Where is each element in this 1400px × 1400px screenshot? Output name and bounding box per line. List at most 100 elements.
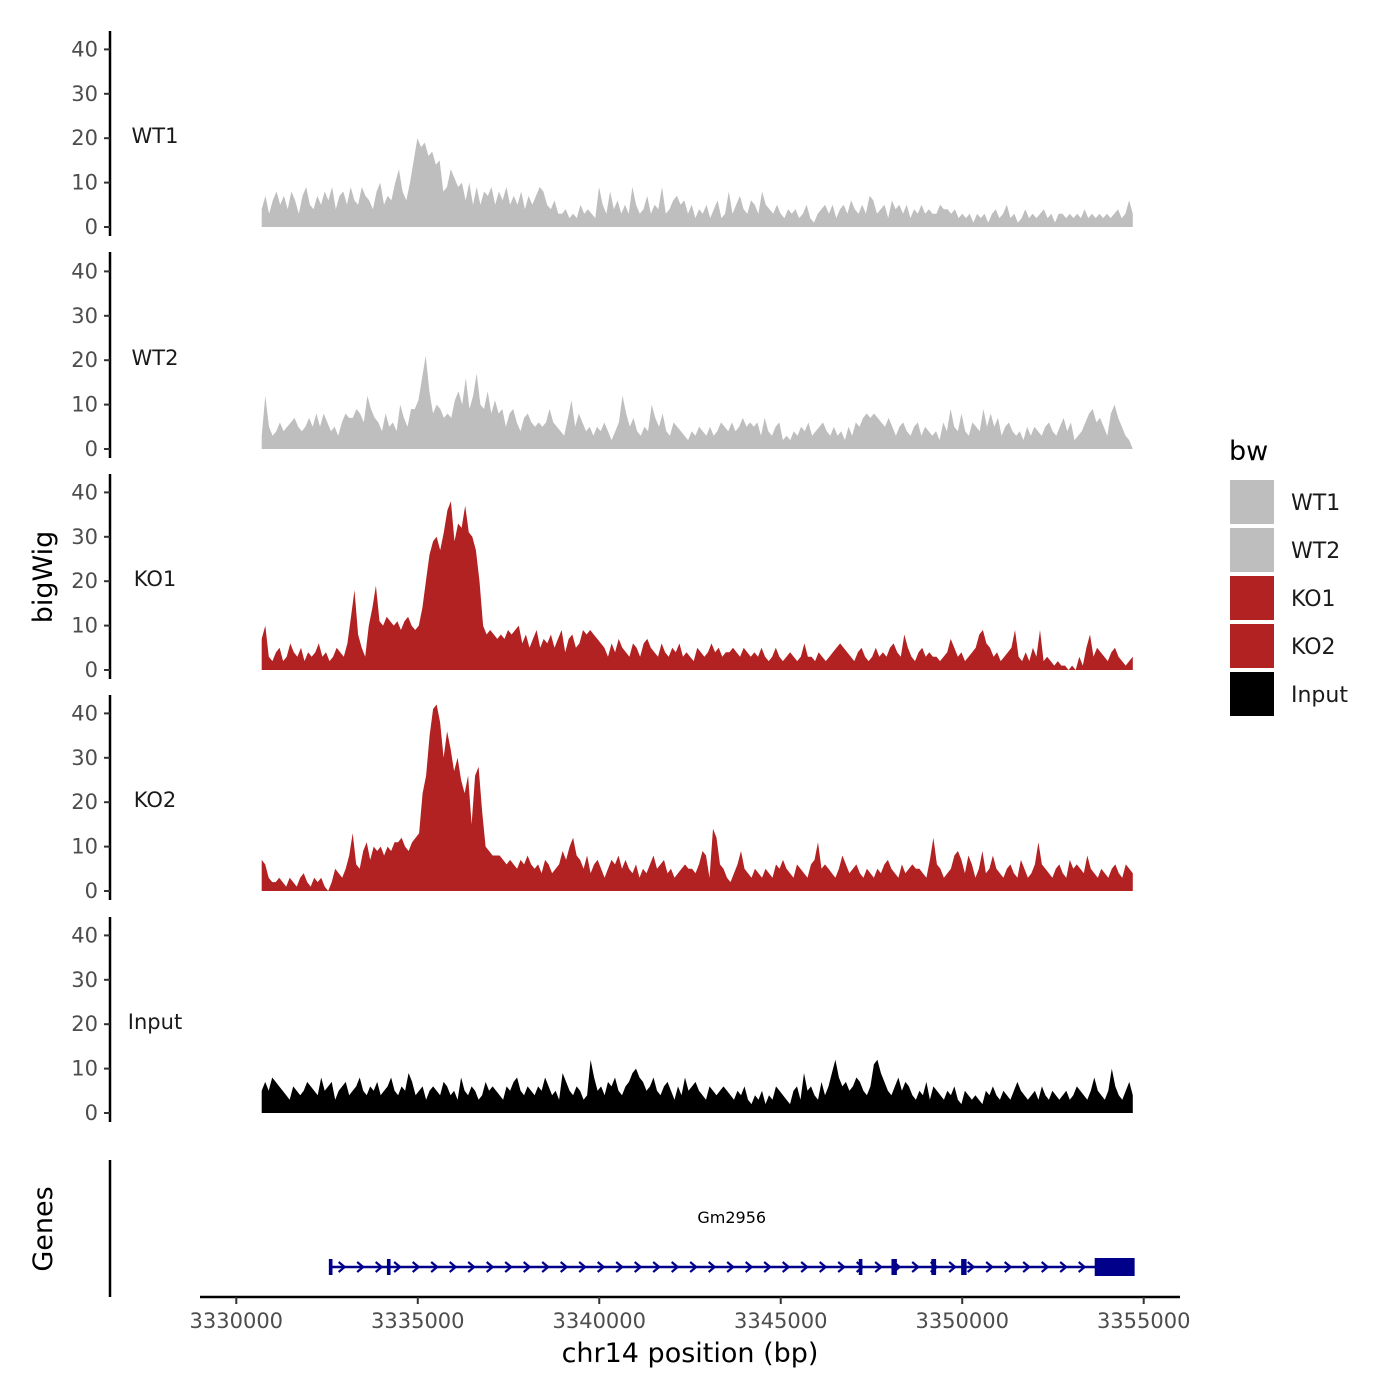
strand-arrow — [855, 1261, 865, 1273]
strand-arrow — [985, 1261, 994, 1273]
legend-item-input: Input — [1230, 672, 1348, 716]
y-tick-label: 0 — [85, 437, 98, 461]
y-tick-label: 40 — [71, 923, 98, 947]
strand-arrow — [726, 1261, 735, 1273]
gene-exon — [891, 1259, 897, 1275]
strand-arrow — [874, 1261, 883, 1273]
signal-area — [261, 138, 1133, 227]
strand-arrow — [504, 1261, 513, 1273]
y-tick-label: 10 — [71, 393, 98, 417]
strand-arrow — [781, 1261, 791, 1273]
legend-swatch — [1230, 480, 1274, 524]
track-label: KO1 — [134, 567, 177, 591]
legend-title: bw — [1229, 436, 1268, 467]
legend-label: KO1 — [1291, 587, 1336, 612]
gene-track: Gm2956 — [108, 1160, 1135, 1297]
y-axis-title: bigWig — [28, 531, 59, 624]
track-label: WT2 — [132, 346, 179, 370]
strand-arrow — [707, 1261, 717, 1273]
y-tick-label: 40 — [71, 480, 98, 504]
strand-arrow — [633, 1261, 643, 1273]
strand-arrow — [911, 1261, 920, 1273]
gene-exon — [961, 1259, 967, 1275]
strand-arrow — [800, 1261, 809, 1273]
y-tick-label: 10 — [71, 171, 98, 195]
strand-arrow — [818, 1261, 828, 1273]
strand-arrow — [374, 1261, 384, 1273]
legend-label: Input — [1291, 683, 1348, 708]
legend-label: WT1 — [1291, 491, 1340, 516]
gene-exon — [386, 1259, 391, 1275]
track-label: WT1 — [132, 124, 179, 148]
strand-arrow — [430, 1261, 439, 1273]
y-tick-label: 20 — [71, 1012, 98, 1036]
track-label: KO2 — [134, 788, 177, 812]
track-input: 0 10 20 30 40 Input — [71, 917, 1133, 1125]
y-tick-label: 20 — [71, 790, 98, 814]
track-label: Input — [128, 1010, 182, 1034]
x-axis: 3330000 3335000 3340000 3345000 3350000 33550… — [190, 1295, 1191, 1333]
y-tick-label: 20 — [71, 569, 98, 593]
legend-label: KO2 — [1291, 635, 1336, 660]
legend-label: WT2 — [1291, 539, 1340, 564]
x-tick-label: 3335000 — [371, 1309, 465, 1333]
strand-arrow — [467, 1261, 476, 1273]
y-tick-label: 0 — [85, 879, 98, 903]
x-axis-title: chr14 position (bp) — [562, 1338, 819, 1369]
y-tick-label: 30 — [71, 746, 98, 770]
legend-item-ko2: KO2 — [1230, 624, 1336, 668]
gene-name-label: Gm2956 — [697, 1208, 766, 1227]
y-tick-label: 30 — [71, 525, 98, 549]
legend: bw WT1 WT2 KO1 KO2 Input — [1229, 436, 1348, 716]
track-ko1: 0 10 20 30 40 KO1 — [71, 474, 1133, 682]
signal-area — [261, 355, 1133, 449]
track-wt2: 0 10 20 30 40 WT2 — [71, 252, 1133, 461]
strand-arrow — [448, 1261, 458, 1273]
x-tick-label: 3340000 — [552, 1309, 646, 1333]
strand-arrow — [337, 1261, 347, 1273]
x-tick-label: 3350000 — [915, 1309, 1009, 1333]
y-tick-label: 20 — [71, 126, 98, 150]
gene-exon — [1094, 1258, 1135, 1276]
legend-swatch — [1230, 528, 1274, 572]
genes-axis-title: Genes — [28, 1186, 59, 1271]
legend-item-wt1: WT1 — [1230, 480, 1340, 524]
strand-arrow — [652, 1261, 661, 1273]
y-tick-label: 0 — [85, 215, 98, 239]
strand-arrow — [1022, 1261, 1031, 1273]
strand-arrow — [837, 1261, 846, 1273]
strand-arrow — [689, 1261, 698, 1273]
y-tick-label: 40 — [71, 37, 98, 61]
strand-arrow — [1003, 1261, 1013, 1273]
strand-arrow — [356, 1261, 365, 1273]
strand-arrow — [670, 1261, 680, 1273]
y-tick-label: 10 — [71, 835, 98, 859]
gene-exon — [328, 1259, 333, 1275]
strand-arrow — [522, 1261, 532, 1273]
strand-arrow — [1040, 1261, 1050, 1273]
legend-swatch — [1230, 576, 1274, 620]
legend-item-ko1: KO1 — [1230, 576, 1336, 620]
x-tick-label: 3330000 — [190, 1309, 284, 1333]
x-tick-label: 3355000 — [1097, 1309, 1191, 1333]
signal-area — [261, 704, 1133, 891]
y-tick-label: 0 — [85, 1101, 98, 1125]
y-tick-label: 30 — [71, 968, 98, 992]
strand-arrow — [559, 1261, 569, 1273]
y-tick-label: 30 — [71, 82, 98, 106]
strand-arrow — [596, 1261, 606, 1273]
legend-item-wt2: WT2 — [1230, 528, 1340, 572]
gene-exon — [931, 1259, 937, 1275]
legend-swatch — [1230, 672, 1274, 716]
signal-area — [261, 501, 1133, 670]
strand-arrow — [948, 1261, 957, 1273]
strand-arrow — [744, 1261, 754, 1273]
strand-arrow — [541, 1261, 550, 1273]
gene-exon — [858, 1259, 863, 1275]
signal-area — [261, 1059, 1133, 1113]
strand-arrow — [615, 1261, 624, 1273]
strand-arrow — [966, 1261, 976, 1273]
strand-arrow — [578, 1261, 587, 1273]
legend-swatch — [1230, 624, 1274, 668]
